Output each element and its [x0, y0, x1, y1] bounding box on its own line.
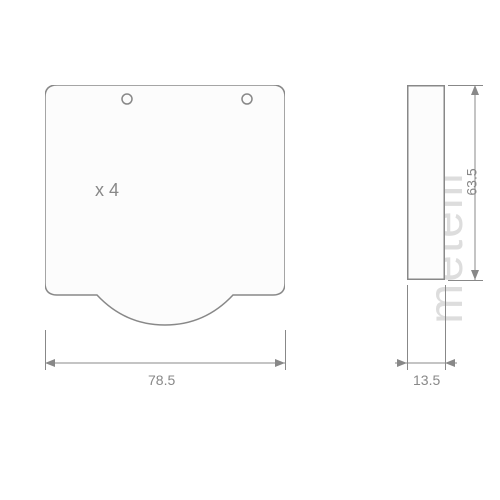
dim-width-label: 78.5 — [148, 372, 175, 388]
brake-pad-side-view — [407, 85, 445, 280]
dim-width-line — [45, 355, 286, 371]
brake-pad-front-view — [45, 85, 285, 330]
dim-thickness-line — [395, 355, 457, 371]
diagram-canvas: metelli x 4 78.5 13.5 63.5 — [0, 0, 500, 500]
quantity-label: x 4 — [95, 180, 119, 201]
dim-thickness-label: 13.5 — [413, 372, 440, 388]
dim-height-label: 63.5 — [464, 168, 480, 195]
